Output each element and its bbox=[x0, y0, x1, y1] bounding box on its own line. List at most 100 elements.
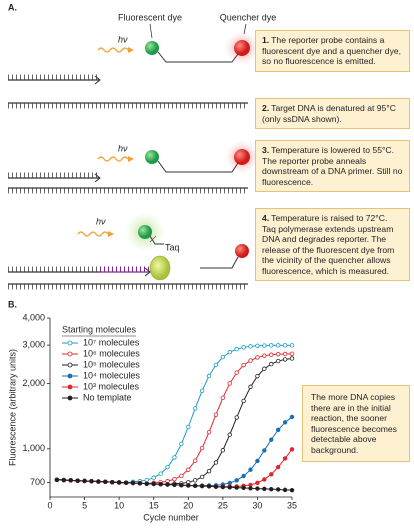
data-point bbox=[269, 361, 274, 367]
legend-marker bbox=[67, 340, 73, 346]
data-point bbox=[179, 441, 184, 447]
data-point bbox=[269, 486, 274, 492]
data-point bbox=[75, 478, 80, 483]
data-point bbox=[289, 343, 295, 348]
taq-polymerase bbox=[149, 255, 171, 281]
data-point bbox=[206, 429, 212, 435]
data-point bbox=[234, 415, 239, 420]
data-point bbox=[282, 357, 288, 362]
data-point bbox=[186, 483, 191, 488]
data-point bbox=[179, 473, 184, 479]
quencher-dye bbox=[234, 149, 250, 165]
legend-marker bbox=[67, 362, 73, 368]
panel-a: A. Fluorescent dye Quencher dye hν hν hν… bbox=[8, 2, 276, 281]
step-text: Target DNA is denatured at 95°C (only ss… bbox=[262, 103, 396, 124]
data-point bbox=[241, 473, 246, 479]
data-point bbox=[186, 467, 191, 472]
pointer bbox=[149, 23, 153, 39]
x-tick-label: 25 bbox=[218, 500, 228, 510]
light-label: hν bbox=[118, 34, 128, 44]
data-point bbox=[172, 476, 177, 482]
light-wave bbox=[97, 47, 129, 53]
data-point bbox=[54, 477, 60, 482]
y-tick-label: 3,000 bbox=[22, 340, 45, 350]
step-number: 4. bbox=[262, 213, 270, 223]
annotation-box: The more DNA copies there are in the ini… bbox=[302, 385, 410, 462]
legend-label: 10³ molecules bbox=[83, 381, 140, 391]
data-point bbox=[158, 471, 163, 476]
data-point bbox=[262, 366, 267, 371]
data-point bbox=[282, 351, 288, 357]
step-box: 4. Temperature is raised to 72°C. Taq pol… bbox=[255, 208, 410, 281]
data-point bbox=[103, 479, 108, 484]
data-point bbox=[82, 478, 87, 484]
step-text: The reporter probe contains a fluorescen… bbox=[262, 35, 402, 66]
data-point bbox=[262, 353, 267, 358]
x-tick-label: 0 bbox=[47, 500, 52, 510]
fluorescent-dye bbox=[138, 225, 152, 239]
data-point bbox=[110, 479, 115, 485]
chart: B. 700 1,000 2,000 3,000 4,000 0 5 10 15 20 25 30 35 C… bbox=[7, 299, 297, 522]
step-number: 3. bbox=[262, 145, 270, 155]
data-point bbox=[151, 481, 156, 487]
data-point bbox=[172, 482, 177, 487]
quencher-dye bbox=[234, 40, 250, 56]
data-point bbox=[248, 486, 253, 491]
data-point bbox=[165, 464, 170, 470]
y-tick-label: 4,000 bbox=[22, 312, 45, 322]
data-point bbox=[241, 485, 246, 491]
data-point bbox=[144, 477, 149, 483]
series-line bbox=[56, 416, 293, 487]
dna-strands bbox=[8, 74, 248, 290]
legend-label: 10⁶ molecules bbox=[83, 348, 140, 358]
data-point bbox=[234, 478, 239, 483]
x-tick-label: 5 bbox=[82, 500, 87, 510]
data-point bbox=[289, 414, 295, 420]
data-point bbox=[199, 388, 205, 394]
x-tick-label: 15 bbox=[149, 500, 159, 510]
data-point bbox=[172, 455, 177, 460]
legend-marker bbox=[67, 351, 73, 357]
data-point bbox=[275, 427, 281, 433]
y-tick-label: 2,000 bbox=[22, 378, 45, 388]
data-point bbox=[262, 486, 267, 492]
step-box: 1. The reporter probe contains a fluoresc… bbox=[255, 30, 410, 72]
y-tick-label: 1,000 bbox=[22, 443, 45, 453]
data-point bbox=[241, 362, 246, 368]
light-label: hν bbox=[96, 216, 106, 226]
x-tick-label: 35 bbox=[287, 500, 297, 510]
data-point bbox=[165, 482, 170, 487]
data-point bbox=[213, 484, 219, 489]
data-point bbox=[199, 483, 205, 489]
legend-label: No template bbox=[83, 392, 132, 402]
data-point bbox=[255, 343, 260, 348]
data-point bbox=[151, 475, 156, 480]
x-axis-label: Cycle number bbox=[143, 512, 199, 522]
enzyme-label: Taq bbox=[165, 242, 180, 252]
step-box: 2. Target DNA is denatured at 95°C (only … bbox=[255, 98, 410, 129]
arrow bbox=[108, 231, 114, 237]
data-point bbox=[186, 424, 191, 430]
data-point bbox=[158, 482, 163, 487]
data-point bbox=[282, 420, 288, 425]
data-point bbox=[248, 384, 253, 390]
data-point bbox=[255, 373, 260, 379]
legend-marker bbox=[67, 395, 73, 401]
data-point bbox=[199, 445, 205, 451]
probe-fragment bbox=[149, 235, 164, 245]
data-point bbox=[227, 350, 232, 355]
data-point bbox=[213, 460, 219, 465]
data-point bbox=[269, 437, 274, 442]
data-point bbox=[220, 448, 226, 453]
data-point bbox=[199, 474, 205, 480]
annotation: The more DNA copies there are in the ini… bbox=[311, 392, 397, 455]
data-point bbox=[275, 343, 281, 348]
data-point bbox=[255, 480, 260, 486]
y-tick-label: 700 bbox=[30, 477, 45, 487]
panel-label: A. bbox=[8, 2, 17, 12]
data-point bbox=[137, 481, 143, 486]
data-point bbox=[255, 486, 260, 491]
data-point bbox=[206, 484, 212, 489]
